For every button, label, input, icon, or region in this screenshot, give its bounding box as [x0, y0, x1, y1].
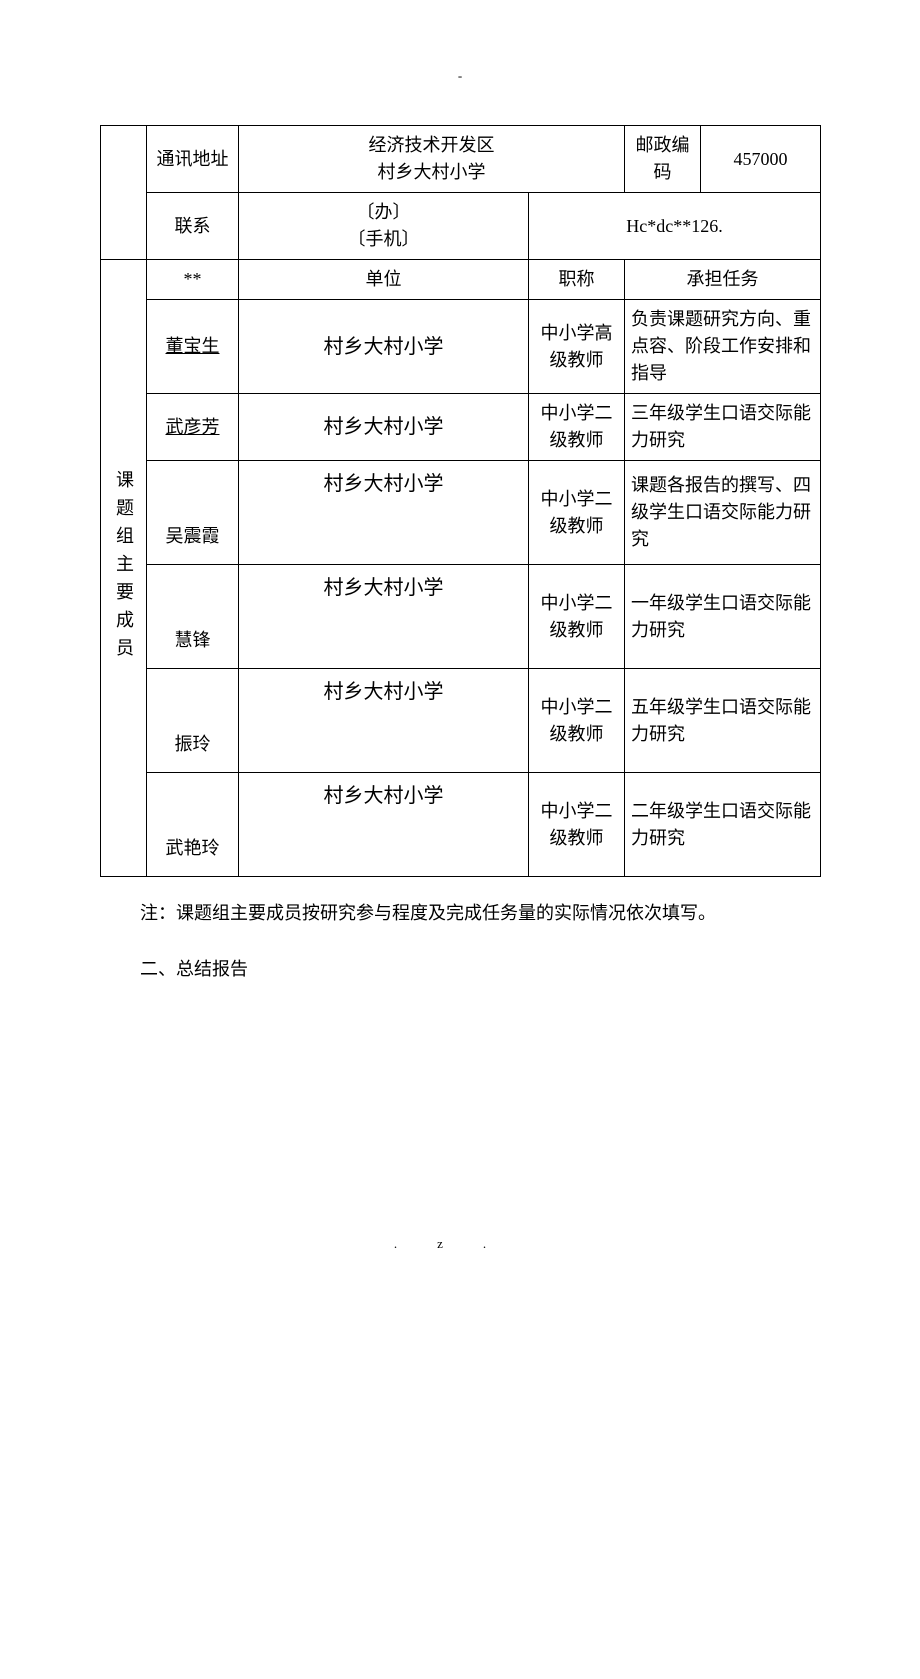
- page-content: 通讯地址 经济技术开发区 村乡大村小学 邮政编码 457000 联系 〔办〕 〔…: [0, 0, 920, 981]
- address-row: 通讯地址 经济技术开发区 村乡大村小学 邮政编码 457000: [101, 126, 821, 193]
- member-header-row: 课题组主要成员 ** 单位 职称 承担任务: [101, 260, 821, 300]
- postcode-label: 邮政编码: [625, 126, 701, 193]
- member-unit: 村乡大村小学: [239, 669, 529, 773]
- contact-mobile: 〔手机〕: [348, 229, 420, 249]
- contact-row: 联系 〔办〕 〔手机〕 Hc*dc**126.: [101, 193, 821, 260]
- research-team-table: 通讯地址 经济技术开发区 村乡大村小学 邮政编码 457000 联系 〔办〕 〔…: [100, 125, 821, 877]
- contact-office: 〔办〕: [357, 202, 411, 222]
- member-name: 振玲: [147, 669, 239, 773]
- contact-label: 联系: [147, 193, 239, 260]
- col-title-header: 职称: [529, 260, 625, 300]
- contact-value: 〔办〕 〔手机〕: [239, 193, 529, 260]
- member-task: 三年级学生口语交际能力研究: [625, 394, 821, 461]
- member-unit: 村乡大村小学: [239, 461, 529, 565]
- header-mark: -: [458, 68, 462, 84]
- top-left-empty: [101, 126, 147, 260]
- address-line2: 村乡大村小学: [378, 162, 486, 182]
- member-task: 负责课题研究方向、重点容、阶段工作安排和指导: [625, 300, 821, 394]
- member-name: 武艳玲: [147, 773, 239, 877]
- section-title: 二、总结报告: [140, 955, 820, 981]
- contact-email: Hc*dc**126.: [529, 193, 821, 260]
- col-name-header: **: [147, 260, 239, 300]
- member-title: 中小学二级教师: [529, 461, 625, 565]
- address-label: 通讯地址: [147, 126, 239, 193]
- member-task: 课题各报告的撰写、四级学生口语交际能力研究: [625, 461, 821, 565]
- address-line1: 经济技术开发区: [369, 135, 495, 155]
- member-row: 振玲 村乡大村小学 中小学二级教师 五年级学生口语交际能力研究: [101, 669, 821, 773]
- member-row: 吴震霞 村乡大村小学 中小学二级教师 课题各报告的撰写、四级学生口语交际能力研究: [101, 461, 821, 565]
- member-task: 二年级学生口语交际能力研究: [625, 773, 821, 877]
- side-label: 课题组主要成员: [110, 266, 137, 870]
- address-value: 经济技术开发区 村乡大村小学: [239, 126, 625, 193]
- col-task-header: 承担任务: [625, 260, 821, 300]
- member-name: 慧锋: [147, 565, 239, 669]
- member-title: 中小学二级教师: [529, 773, 625, 877]
- member-row: 慧锋 村乡大村小学 中小学二级教师 一年级学生口语交际能力研究: [101, 565, 821, 669]
- member-unit: 村乡大村小学: [239, 394, 529, 461]
- member-unit: 村乡大村小学: [239, 773, 529, 877]
- member-title: 中小学高级教师: [529, 300, 625, 394]
- member-name: 董宝生: [147, 300, 239, 394]
- member-title: 中小学二级教师: [529, 669, 625, 773]
- col-unit-header: 单位: [239, 260, 529, 300]
- member-name: 吴震霞: [147, 461, 239, 565]
- member-row: 武彦芳 村乡大村小学 中小学二级教师 三年级学生口语交际能力研究: [101, 394, 821, 461]
- member-task: 一年级学生口语交际能力研究: [625, 565, 821, 669]
- side-label-cell: 课题组主要成员: [101, 260, 147, 877]
- postcode-value: 457000: [701, 126, 821, 193]
- member-row: 董宝生 村乡大村小学 中小学高级教师 负责课题研究方向、重点容、阶段工作安排和指…: [101, 300, 821, 394]
- member-unit: 村乡大村小学: [239, 300, 529, 394]
- table-note: 注：课题组主要成员按研究参与程度及完成任务量的实际情况依次填写。: [140, 899, 820, 925]
- member-unit: 村乡大村小学: [239, 565, 529, 669]
- member-title: 中小学二级教师: [529, 394, 625, 461]
- member-row: 武艳玲 村乡大村小学 中小学二级教师 二年级学生口语交际能力研究: [101, 773, 821, 877]
- member-name: 武彦芳: [147, 394, 239, 461]
- member-title: 中小学二级教师: [529, 565, 625, 669]
- footer-mark: .z.: [394, 1236, 526, 1252]
- member-task: 五年级学生口语交际能力研究: [625, 669, 821, 773]
